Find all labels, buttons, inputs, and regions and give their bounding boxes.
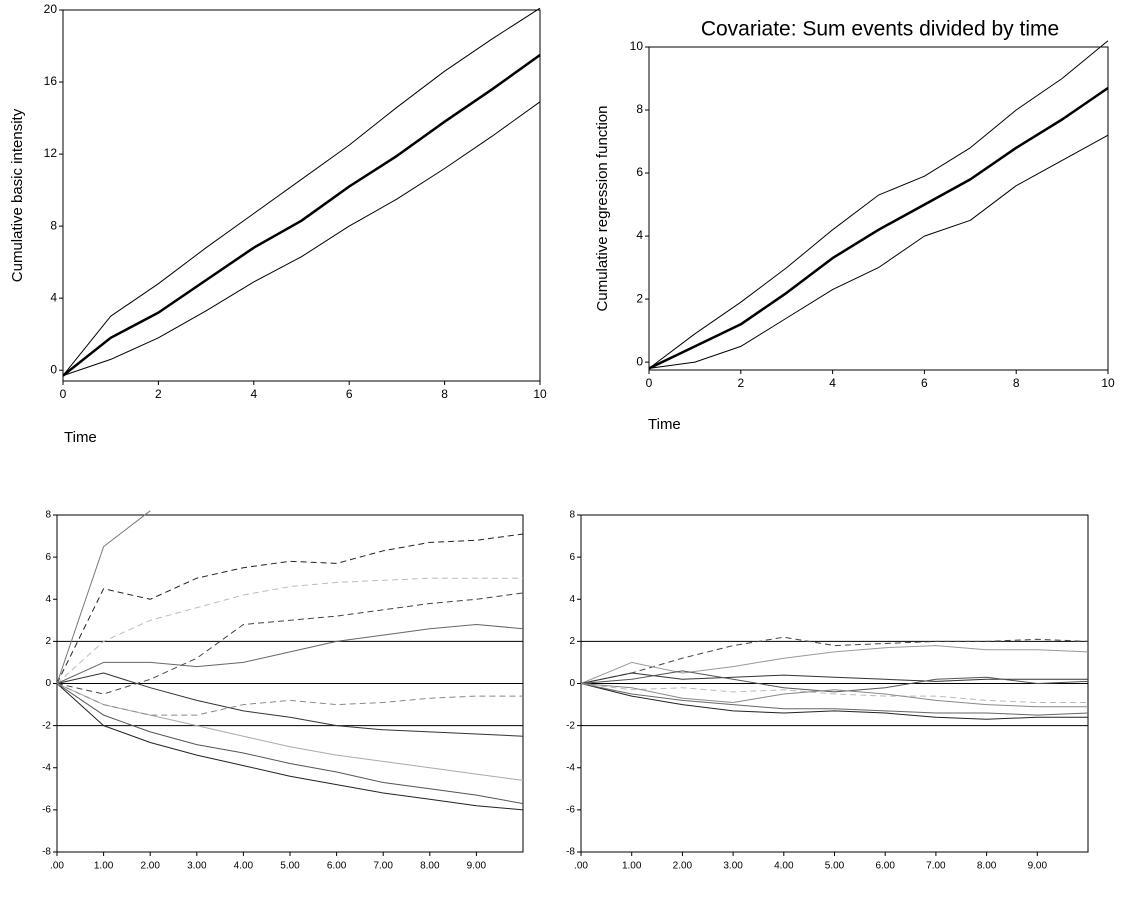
y-tick-label: 6 bbox=[569, 552, 575, 563]
plot-frame bbox=[62, 9, 541, 382]
y-tick-label: 0 bbox=[50, 362, 57, 376]
series-line bbox=[580, 683, 1088, 720]
series-line bbox=[580, 683, 1088, 708]
x-tick-label: .00 bbox=[50, 861, 64, 872]
series-line bbox=[56, 510, 151, 684]
x-tick-label: 10 bbox=[533, 387, 547, 401]
y-tick-label: 6 bbox=[636, 165, 643, 179]
x-tick-label: 4.00 bbox=[234, 861, 254, 872]
series-line bbox=[56, 533, 524, 684]
panel: 8 6 4 2 0 -2 -4 -6 -8 .00 1.00 2.00 3.00 4.00 5.00 6.00… bbox=[42, 510, 524, 872]
x-tick-label: 2 bbox=[737, 376, 744, 390]
x-tick-label: 8.00 bbox=[420, 861, 440, 872]
x-tick-label: 0 bbox=[60, 387, 67, 401]
x-tick-label: 2.00 bbox=[673, 861, 693, 872]
y-tick-label: 0 bbox=[569, 678, 575, 689]
series-line bbox=[56, 624, 524, 684]
x-tick-label: 6.00 bbox=[875, 861, 895, 872]
series-line bbox=[56, 683, 524, 811]
y-tick-label: -6 bbox=[566, 805, 575, 816]
series-line bbox=[580, 645, 1089, 684]
x-tick-label: 6 bbox=[346, 387, 353, 401]
y-tick-label: 4 bbox=[45, 594, 51, 605]
y-tick-label: 2 bbox=[569, 636, 575, 647]
x-tick-label: 10 bbox=[1101, 376, 1115, 390]
y-tick-label: 12 bbox=[44, 146, 58, 160]
series-line bbox=[580, 670, 1089, 693]
y-tick-label: 4 bbox=[569, 594, 575, 605]
y-tick-label: 2 bbox=[45, 636, 51, 647]
y-tick-label: 4 bbox=[50, 290, 57, 304]
chart-title: Covariate: Sum events divided by time bbox=[701, 18, 1059, 41]
y-tick-label: -2 bbox=[42, 720, 51, 731]
series-line bbox=[580, 672, 1088, 684]
series-line bbox=[56, 577, 523, 684]
y-tick-label: 2 bbox=[636, 291, 643, 305]
x-tick-label: 4.00 bbox=[774, 861, 794, 872]
series-line bbox=[580, 683, 1089, 716]
y-tick-label: 16 bbox=[44, 74, 58, 88]
x-tick-label: 9.00 bbox=[1028, 861, 1048, 872]
y-tick-label: 8 bbox=[569, 510, 575, 521]
series-line bbox=[56, 672, 524, 737]
x-tick-label: 8.00 bbox=[977, 861, 997, 872]
x-tick-label: 3.00 bbox=[187, 861, 207, 872]
series-line bbox=[56, 592, 524, 695]
series-line bbox=[56, 683, 524, 805]
y-tick-label: 8 bbox=[50, 218, 57, 232]
x-tick-label: 6.00 bbox=[327, 861, 347, 872]
x-tick-label: 4 bbox=[829, 376, 836, 390]
x-axis-label: Time bbox=[648, 416, 681, 433]
y-tick-label: -4 bbox=[42, 762, 51, 773]
y-tick-label: 6 bbox=[45, 552, 51, 563]
x-tick-label: 5.00 bbox=[825, 861, 845, 872]
series-line bbox=[648, 134, 1109, 369]
series-line bbox=[648, 40, 1109, 369]
x-tick-label: 3.00 bbox=[723, 861, 743, 872]
series-line bbox=[56, 683, 523, 716]
y-tick-label: -8 bbox=[566, 847, 575, 858]
x-tick-label: .00 bbox=[574, 861, 588, 872]
x-tick-label: 7.00 bbox=[373, 861, 393, 872]
y-tick-label: 8 bbox=[636, 102, 643, 116]
series-line bbox=[62, 53, 541, 377]
panel: 0 2 4 6 8 10 0 2 4 6 8 10 Cumulative regression func… bbox=[594, 18, 1115, 433]
y-tick-label: -4 bbox=[566, 762, 575, 773]
y-tick-label: 8 bbox=[45, 510, 51, 521]
y-tick-label: 4 bbox=[636, 228, 643, 242]
y-axis-label: Cumulative basic intensity bbox=[9, 108, 26, 282]
panel: 0 4 8 12 16 20 0 2 4 6 8 10 Cumulative basic intensi… bbox=[9, 2, 547, 446]
x-tick-label: 7.00 bbox=[926, 861, 946, 872]
y-tick-label: 10 bbox=[630, 39, 644, 53]
x-tick-label: 4 bbox=[250, 387, 257, 401]
plot-frame bbox=[648, 46, 1109, 371]
x-axis-label: Time bbox=[64, 429, 97, 446]
x-tick-label: 1.00 bbox=[94, 861, 114, 872]
y-axis-label: Cumulative regression function bbox=[594, 106, 611, 312]
x-tick-label: 0 bbox=[646, 376, 653, 390]
series-line bbox=[56, 683, 524, 781]
y-tick-label: 0 bbox=[636, 354, 643, 368]
y-tick-label: 20 bbox=[44, 2, 58, 16]
series-line bbox=[648, 86, 1109, 370]
x-tick-label: 9.00 bbox=[467, 861, 487, 872]
y-tick-label: -6 bbox=[42, 805, 51, 816]
x-tick-label: 8 bbox=[441, 387, 448, 401]
series-line bbox=[580, 683, 1088, 703]
y-tick-label: -2 bbox=[566, 720, 575, 731]
x-tick-label: 6 bbox=[921, 376, 928, 390]
series-line bbox=[62, 101, 541, 377]
series-line bbox=[62, 7, 541, 376]
x-tick-label: 1.00 bbox=[622, 861, 642, 872]
x-tick-label: 2 bbox=[155, 387, 162, 401]
y-tick-label: 0 bbox=[45, 678, 51, 689]
x-tick-label: 5.00 bbox=[280, 861, 300, 872]
y-tick-label: -8 bbox=[42, 847, 51, 858]
x-tick-label: 2.00 bbox=[140, 861, 160, 872]
x-tick-label: 8 bbox=[1013, 376, 1020, 390]
panel: 8 6 4 2 0 -2 -4 -6 -8 .00 1.00 2.00 3.00 4.00 5.00 6.00… bbox=[566, 510, 1089, 872]
